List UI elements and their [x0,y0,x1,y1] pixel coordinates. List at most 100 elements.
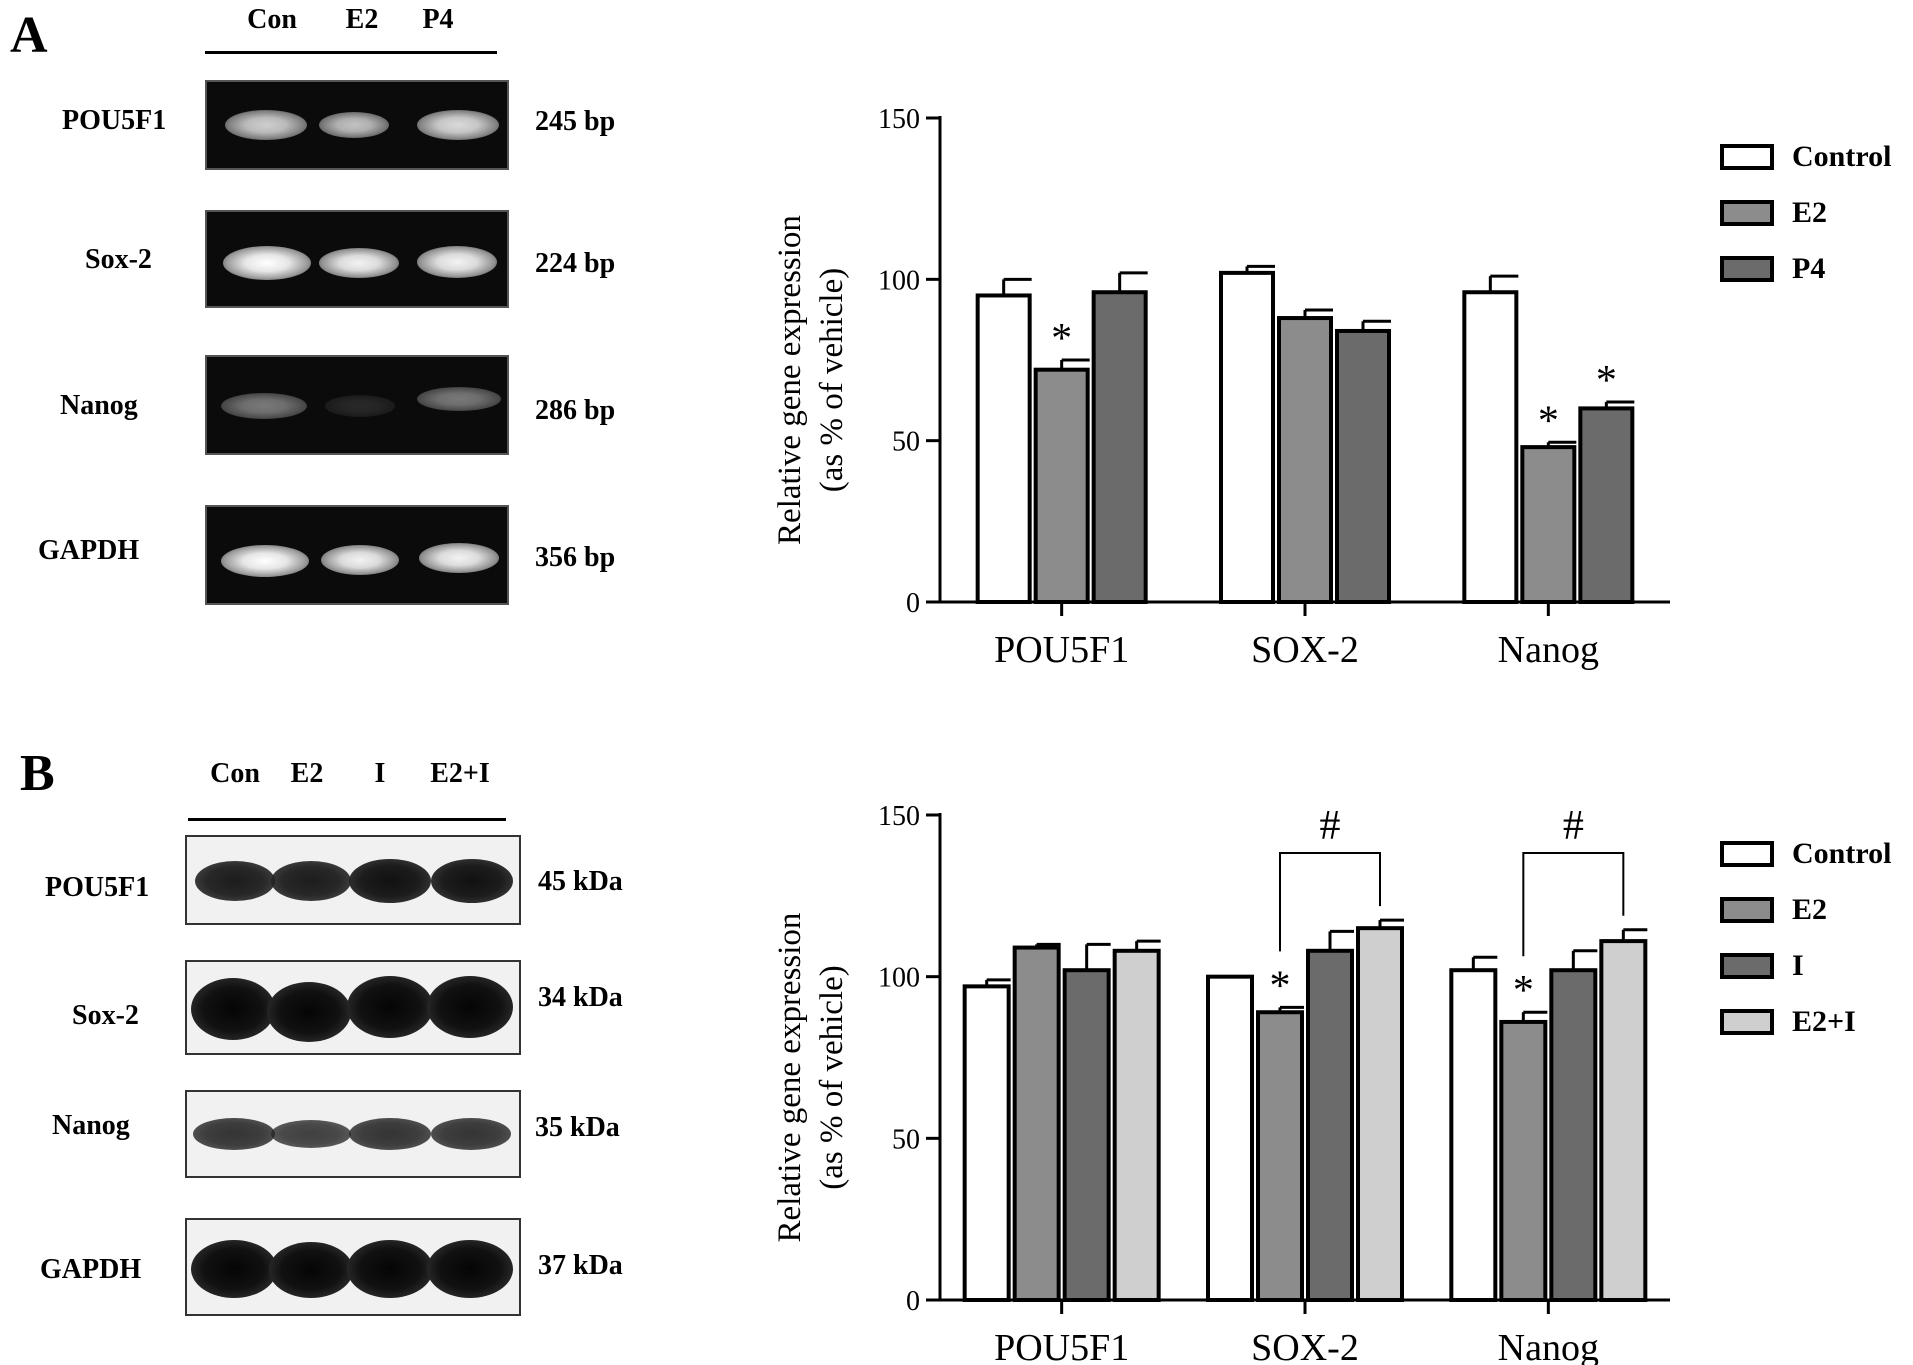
y-tick-label: 100 [878,265,920,296]
x-tick-label: SOX-2 [1251,1327,1359,1365]
band [319,112,389,138]
bar-p4 [1091,290,1148,604]
bar-e2 [1520,445,1577,604]
legend-label: E2 [1792,196,1827,229]
bar-control [962,984,1011,1302]
bar-p4 [1578,406,1635,604]
band [417,246,497,278]
band [321,545,399,575]
band [271,1120,351,1148]
y-axis-label: Relative gene expression [772,215,808,545]
legend-label: E2 [1792,893,1827,926]
gel-nanog [205,355,509,455]
bar-i [1062,968,1111,1302]
band [347,1240,433,1298]
blot-sox2 [185,960,521,1055]
legend-swatch [1720,841,1774,867]
size-label-pou5f1-b: 45 kDa [538,866,623,897]
band [347,976,433,1038]
band [195,861,275,901]
lane-label-i-b: I [374,758,386,789]
lane-header-line-b [188,818,506,821]
legend-label: E2+I [1792,1005,1856,1038]
row-label-pou5f1: POU5F1 [62,105,167,136]
legend-swatch [1720,1009,1774,1035]
comparison-bracket [1279,852,1381,952]
panel-a-letter: A [10,7,48,64]
legend-label: I [1792,949,1804,982]
size-label-sox2-b: 34 kDa [538,982,623,1013]
blot-nanog [185,1090,521,1178]
lane-label-e2i-b: E2+I [430,758,490,789]
bar-e2-i [1599,939,1648,1302]
size-label-pou5f1: 245 bp [535,106,616,137]
row-label-sox2: Sox-2 [85,244,152,275]
comparison-bracket [1522,852,1625,957]
bar-control [1206,974,1254,1303]
band [417,110,499,140]
size-label-nanog-b: 35 kDa [535,1112,620,1143]
band [417,387,501,411]
gel-sox2 [205,210,509,308]
significance-mark: * [1270,963,1291,1009]
x-tick-label: Nanog [1498,629,1599,671]
y-tick-label: 0 [906,588,920,619]
band [349,859,431,903]
band [221,545,309,577]
legend-label: P4 [1792,252,1825,285]
x-tick-label: SOX-2 [1251,629,1359,671]
significance-mark: * [1513,968,1534,1014]
band [427,976,513,1038]
legend-swatch [1720,897,1774,923]
band [267,982,351,1042]
y-axis-label: Relative gene expression [772,913,808,1243]
band [271,861,351,901]
band [431,859,513,903]
lane-label-con-b: Con [210,758,260,789]
legend-swatch [1720,953,1774,979]
significance-mark: * [1596,358,1617,404]
bar-control [1219,270,1275,604]
size-label-sox2: 224 bp [535,248,616,279]
band [427,1240,513,1298]
bar-e2-i [1112,948,1161,1302]
gel-gapdh [205,505,509,605]
comparison-mark: # [1320,803,1341,849]
y-tick-label: 100 [878,963,920,994]
band [325,395,395,417]
row-label-gapdh-a: GAPDH [38,535,140,566]
legend-swatch [1720,200,1774,226]
x-tick-label: POU5F1 [994,1327,1129,1365]
legend-swatch [1720,256,1774,282]
y-axis-label-unit: (as % of vehicle) [814,965,850,1189]
bar-e2 [1499,1019,1548,1303]
bar-control [1449,968,1498,1302]
row-label-pou5f1-b: POU5F1 [45,872,150,903]
size-label-gapdh-b: 37 kDa [538,1250,623,1281]
bar-e2 [1012,945,1061,1302]
band [193,1118,275,1150]
x-tick-label: Nanog [1498,1327,1599,1365]
row-label-gapdh-b: GAPDH [40,1254,142,1285]
size-label-nanog-a: 286 bp [535,395,616,426]
lane-label-con: Con [247,4,297,35]
y-tick-label: 150 [878,104,920,135]
y-tick-label: 150 [878,801,920,832]
lane-label-e2: E2 [345,4,379,35]
legend-label: Control [1792,837,1891,870]
band [431,1118,511,1150]
band [223,246,311,280]
row-label-sox2-b: Sox-2 [72,1000,139,1031]
lane-label-p4: P4 [422,4,454,35]
y-axis-label-unit: (as % of vehicle) [814,268,850,492]
band [191,1240,277,1298]
row-label-nanog-b: Nanog [52,1110,130,1141]
bar-p4 [1335,328,1391,604]
band [349,1118,431,1150]
band [319,248,399,278]
band [225,110,307,140]
y-tick-label: 50 [892,1124,920,1155]
bar-i [1549,968,1598,1302]
significance-mark: * [1051,316,1072,362]
